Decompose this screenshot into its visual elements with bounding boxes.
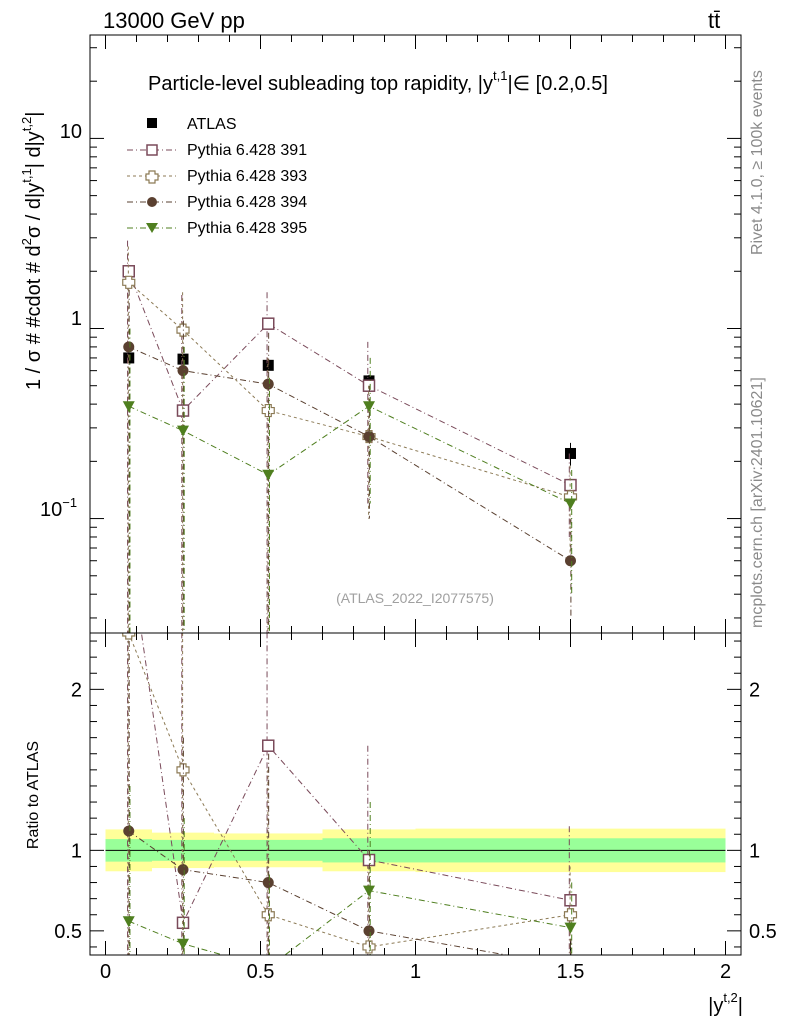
ratio-point-p393 [176,763,190,777]
ratio-point-p393 [122,633,136,640]
rivet-label: Rivet 4.1.0, ≥ 100k events [749,70,766,255]
ratio-series-p394 [123,641,572,955]
y-tick-label-10: 10 [60,121,82,143]
ratio-point-p394 [262,877,274,889]
mcplots-label: mcplots.cern.ch [arXiv:2401.10621] [749,377,766,628]
point-p395 [363,401,375,413]
ratio-series-p395 [122,785,577,955]
ratio-point-p394 [123,825,135,837]
ratio-series-p393 [122,633,578,955]
point-p394 [177,365,189,377]
point-p394 [363,431,375,443]
series-line-p394 [128,346,571,562]
x-tick-label: 0.5 [247,961,275,983]
ratio-point-p391 [564,894,577,907]
svg-text:Pythia 6.428 395: Pythia 6.428 395 [187,220,307,237]
series-p391 [122,240,577,633]
svg-text:ATLAS: ATLAS [187,116,237,133]
ratio-y-tick-label-right: 1 [749,840,760,862]
ratio-y-tick-label-right: 2 [749,679,760,701]
svg-text:Pythia 6.428 394: Pythia 6.428 394 [187,194,307,211]
ratio-point-p394 [177,864,189,876]
series-p393 [122,246,578,633]
legend-entry-393: Pythia 6.428 393 [127,168,307,185]
point-p395 [177,425,189,437]
energy-label: 13000 GeV pp [103,8,245,33]
point-p393 [122,275,136,289]
ratio-point-p391 [262,739,275,752]
ratio-frame [89,632,742,956]
point-p394 [565,555,576,567]
point-atlas [565,447,576,459]
x-tick-label: 1.5 [557,961,585,983]
legend: ATLAS Pythia 6.428 391 Pythia 6.428 393 … [127,116,307,237]
point-p395 [262,469,275,481]
ratio-line-p393 [128,633,571,948]
point-p394 [123,341,135,353]
legend-entry-395: Pythia 6.428 395 [127,220,307,237]
ratio-point-p395 [564,922,577,934]
process-label: tt̄ [708,8,720,33]
y-tick-label-0.1: 10−1 [40,495,77,521]
ratio-line-p395 [128,890,571,955]
ratio-point-p393 [563,908,578,922]
x-tick-label: 2 [720,961,731,983]
main-panel: (ATLAS_2022_I2077575) Particle-level sub… [19,34,742,634]
series-p395 [122,328,577,633]
ratio-y-tick-label: 2 [71,679,82,701]
legend-entry-atlas: ATLAS [147,116,237,133]
ratio-y-tick-label: 1 [71,840,82,862]
svg-text:Pythia 6.428 393: Pythia 6.428 393 [187,168,307,185]
chart-title: Particle-level subleading top rapidity, … [148,68,608,95]
point-p394 [262,378,274,390]
legend-entry-394: Pythia 6.428 394 [127,194,307,211]
ratio-y-tick-label: 0.5 [54,921,82,943]
ratio-panel: Ratio to ATLAS |yt,2| 0.5 0.5 1 1 2 2 0 0.5 1 1.5… [25,632,777,1017]
series-line-p391 [128,271,571,486]
series-atlas [123,352,576,466]
y-tick-label-1: 1 [71,308,82,330]
point-p395 [564,498,577,510]
svg-text:Pythia 6.428 391: Pythia 6.428 391 [187,142,307,159]
point-p391 [262,317,275,330]
ratio-y-axis-title: Ratio to ATLAS [25,741,42,849]
point-p395 [122,401,135,413]
series-line-p395 [128,405,571,504]
ratio-point-p395 [177,938,189,950]
main-y-axis-title: 1 / σ # #cdot # d2σ / d|yt,1| d|yt,2| [19,112,45,390]
analysis-watermark: (ATLAS_2022_I2077575) [336,590,494,606]
x-tick-label: 0 [100,961,111,983]
ratio-y-tick-label-right: 0.5 [749,921,777,943]
point-p393 [261,403,275,418]
x-tick-label: 1 [410,961,421,983]
ratio-point-p395 [122,916,135,928]
ratio-point-p394 [363,925,375,937]
series-p394 [123,289,576,633]
legend-entry-391: Pythia 6.428 391 [127,142,307,159]
ratio-point-p395 [363,885,375,897]
series-line-p393 [128,281,571,498]
x-axis-title: |yt,2| [708,990,743,1017]
